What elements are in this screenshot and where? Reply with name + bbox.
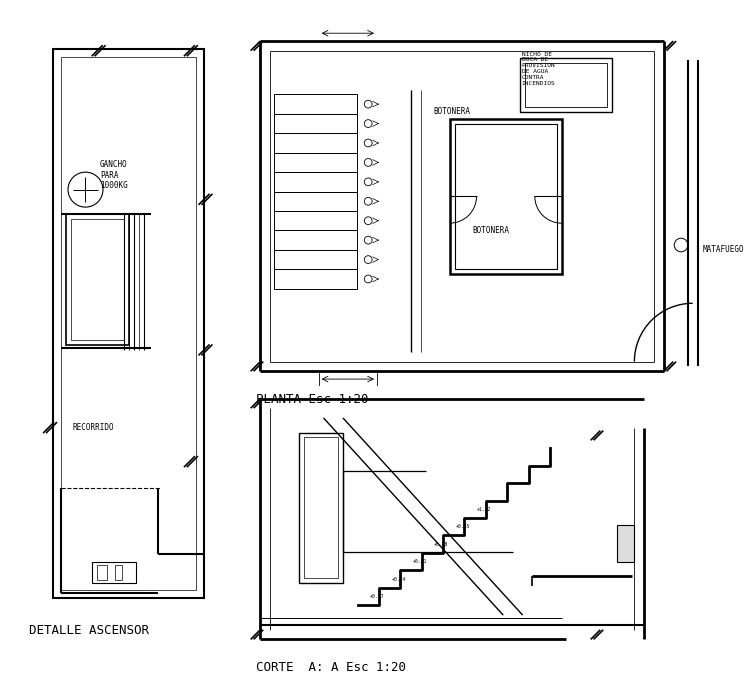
Bar — [71, 219, 124, 341]
Bar — [61, 56, 196, 590]
Bar — [274, 172, 356, 192]
Text: NICHO DE
BOCA DE
PROVISION
DE AGUA
CONTRA
INCENDIOS: NICHO DE BOCA DE PROVISION DE AGUA CONTR… — [521, 51, 556, 85]
Bar — [617, 525, 634, 562]
Text: +0.34: +0.34 — [391, 577, 406, 582]
Bar — [300, 432, 343, 583]
Bar — [114, 564, 123, 580]
Bar — [524, 63, 607, 107]
Text: +0.68: +0.68 — [434, 541, 449, 547]
Bar — [274, 133, 356, 153]
Bar — [520, 58, 612, 112]
Bar — [274, 269, 356, 288]
Text: MATAFUEGO: MATAFUEGO — [702, 245, 744, 254]
Bar — [455, 124, 557, 269]
Bar — [274, 95, 356, 114]
Bar — [97, 564, 107, 580]
Text: +0.85: +0.85 — [456, 524, 470, 530]
Text: BOTONERA: BOTONERA — [433, 107, 471, 116]
Text: +0.17: +0.17 — [371, 594, 385, 599]
Bar — [93, 562, 136, 583]
Text: DETALLE ASCENSOR: DETALLE ASCENSOR — [29, 624, 149, 637]
Bar — [54, 49, 204, 598]
Bar — [274, 114, 356, 133]
Text: PLANTA Esc 1:20: PLANTA Esc 1:20 — [255, 393, 368, 406]
Bar — [304, 437, 338, 578]
Text: +0.51: +0.51 — [413, 559, 427, 564]
Bar — [274, 153, 356, 172]
Bar — [274, 211, 356, 231]
Bar — [274, 250, 356, 269]
Bar — [274, 231, 356, 250]
Text: RECORRIDO: RECORRIDO — [73, 423, 114, 432]
Text: CORTE  A: A Esc 1:20: CORTE A: A Esc 1:20 — [255, 661, 406, 674]
Bar — [66, 214, 129, 345]
Text: BOTONERA: BOTONERA — [472, 226, 509, 235]
Bar — [450, 119, 562, 274]
Text: GANCHO
PARA
1000KG: GANCHO PARA 1000KG — [100, 161, 128, 190]
Text: +1.02: +1.02 — [477, 507, 492, 512]
Bar — [274, 192, 356, 211]
